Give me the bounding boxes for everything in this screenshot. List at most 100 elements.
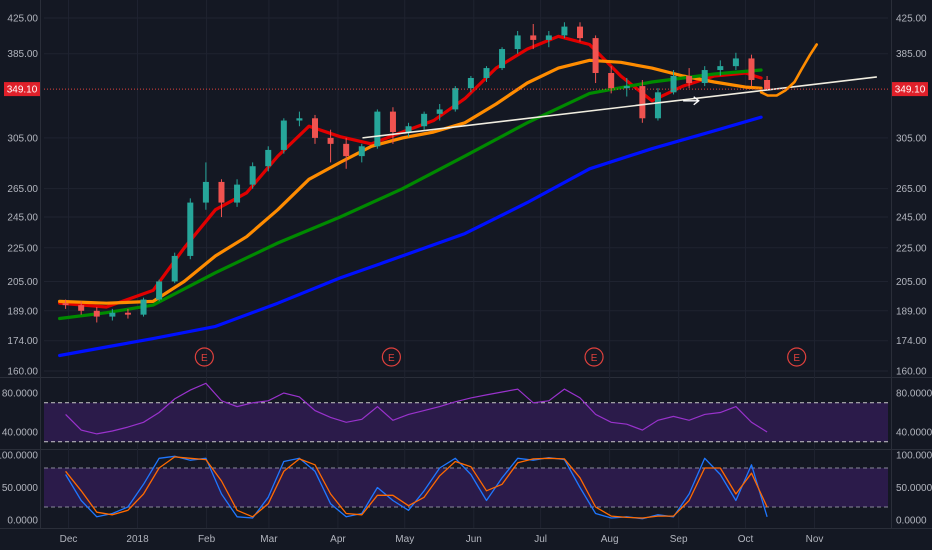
price-tick-label-right: 174.00 <box>896 336 927 347</box>
candle-body <box>156 281 163 300</box>
rsi-panel <box>44 382 888 443</box>
price-tick-label-right: 160.00 <box>896 367 927 378</box>
rsi-tick-label-left: 40.0000 <box>2 428 39 439</box>
candle-body <box>561 26 568 36</box>
rsi-tick-label-left: 80.0000 <box>2 389 39 400</box>
stochastic-tick-label-right: 50.0000 <box>896 483 932 494</box>
stochastic-tick-label-right: 100.0000 <box>896 451 932 462</box>
rsi-tick-label-right: 80.0000 <box>896 389 932 400</box>
price-tick-label-left: 385.00 <box>7 49 38 60</box>
price-tick-label-left: 205.00 <box>7 277 38 288</box>
projection-curve <box>759 43 818 97</box>
candle-body <box>592 38 599 73</box>
price-tick-label-right: 385.00 <box>896 49 927 60</box>
stochastic-tick-label-right: 0.0000 <box>896 516 927 527</box>
candle-body <box>140 299 147 315</box>
candle-body <box>358 146 365 157</box>
candle-body <box>280 120 287 150</box>
price-tick-label-right: 305.00 <box>896 133 927 144</box>
stochastic-band <box>44 468 888 507</box>
price-tick-label-left: 425.00 <box>7 14 38 25</box>
last-price-badge-left <box>4 82 40 97</box>
earnings-marker-label: E <box>201 353 208 364</box>
candle-body <box>296 118 303 121</box>
ma-blue-line <box>58 115 763 358</box>
price-tick-label-right: 245.00 <box>896 213 927 224</box>
price-tick-label-right: 225.00 <box>896 243 927 254</box>
earnings-marker-label: E <box>388 353 395 364</box>
rsi-tick-label-right: 40.0000 <box>896 428 932 439</box>
candle-body <box>701 70 708 84</box>
candle-body <box>436 109 443 114</box>
candle-body <box>421 113 428 127</box>
candle-body <box>109 312 116 317</box>
candle-body <box>389 111 396 133</box>
candle-body <box>499 49 506 69</box>
x-tick-label: Feb <box>198 534 216 545</box>
stochastic-tick-label-left: 100.0000 <box>0 451 38 462</box>
candle-body <box>748 58 755 80</box>
candle-body <box>312 118 319 138</box>
candle-body <box>732 58 739 67</box>
candle-body <box>218 181 225 203</box>
candle-body <box>623 86 630 89</box>
earnings-marker <box>194 347 214 367</box>
x-tick-label: Jul <box>534 534 547 545</box>
trendline <box>362 76 877 139</box>
earnings-marker <box>584 347 604 367</box>
candle-body <box>234 184 241 203</box>
earnings-marker-label: E <box>591 353 598 364</box>
x-tick-label: Apr <box>330 534 346 545</box>
price-tick-label-right: 205.00 <box>896 277 927 288</box>
candle-body <box>187 202 194 256</box>
price-tick-label-left: 189.00 <box>7 306 38 317</box>
last-price-label-left: 349.10 <box>7 85 38 96</box>
candle-body <box>452 88 459 110</box>
candle-body <box>405 126 412 133</box>
candle-body <box>374 111 381 147</box>
candle-body <box>639 86 646 119</box>
candle-body <box>78 305 85 311</box>
x-tick-label: Dec <box>60 534 78 545</box>
x-tick-label: May <box>395 534 414 545</box>
stochastic-panel <box>44 455 888 520</box>
stochastic-d-line <box>65 456 768 519</box>
earnings-marker-label: E <box>793 353 800 364</box>
moving-average-lines <box>58 34 763 358</box>
candlesticks <box>62 22 771 323</box>
axes: Dec 2018 Feb Mar Apr May Jun Jul Aug Sep Oct Nov 425… <box>0 14 932 546</box>
stochastic-tick-label-left: 50.0000 <box>2 483 39 494</box>
rsi-line <box>65 382 768 435</box>
price-tick-label-right: 265.00 <box>896 184 927 195</box>
price-tick-label-left: 174.00 <box>7 336 38 347</box>
candle-body <box>608 72 615 89</box>
x-tick-label: Oct <box>738 534 754 545</box>
earnings-marker <box>381 347 401 367</box>
candle-body <box>577 26 584 39</box>
x-tick-label: Nov <box>806 534 824 545</box>
candle-body <box>171 255 178 282</box>
earnings-marker <box>787 347 807 367</box>
drawings <box>362 43 877 139</box>
candle-body <box>654 92 661 119</box>
candle-body <box>62 303 69 306</box>
candle-body <box>545 35 552 40</box>
price-tick-label-left: 305.00 <box>7 133 38 144</box>
candle-body <box>249 166 256 185</box>
candle-body <box>686 75 693 84</box>
price-tick-label-left: 225.00 <box>7 243 38 254</box>
ma-red-line <box>58 34 763 309</box>
candle-body <box>327 137 334 144</box>
ma-orange-line <box>58 58 763 305</box>
x-tick-label: Mar <box>260 534 278 545</box>
candle-body <box>530 35 537 40</box>
candle-body <box>483 68 490 78</box>
x-tick-label: Sep <box>670 534 688 545</box>
last-price-line: 349.10 349.10 <box>4 82 928 97</box>
x-tick-label: 2018 <box>126 534 149 545</box>
last-price-badge-right <box>892 82 928 97</box>
price-tick-label-left: 245.00 <box>7 213 38 224</box>
